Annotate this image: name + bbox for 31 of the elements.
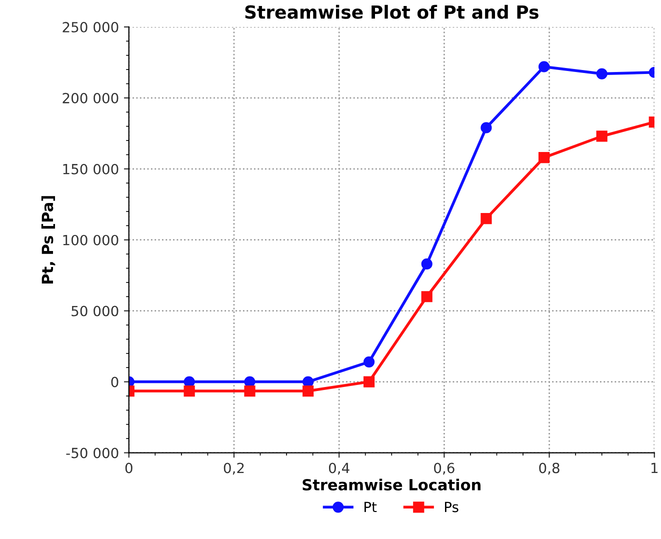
legend-label: Pt — [364, 502, 377, 512]
point — [421, 258, 432, 270]
point — [184, 385, 195, 397]
x-tick-label: 0,2 — [224, 462, 244, 475]
point — [363, 376, 375, 388]
y-tick-label: 250 000 — [62, 22, 118, 32]
y-tick-label: 200 000 — [62, 92, 118, 104]
chart-title: Streamwise Plot of Pt and Ps — [245, 4, 538, 19]
point — [596, 130, 608, 142]
point — [538, 61, 550, 72]
x-tick-label: 0,6 — [434, 462, 454, 475]
point — [596, 68, 608, 80]
y-tick-label: 100 000 — [63, 234, 118, 246]
y-tick-label: 150 000 — [63, 164, 118, 174]
x-axis-title: Streamwise Location — [302, 478, 480, 491]
point — [363, 356, 375, 368]
y-axis-title: Pt, Ps [Pa] — [41, 196, 56, 284]
y-tick-label: 0 — [111, 376, 118, 388]
x-tick-label: 1 — [651, 462, 658, 474]
point — [302, 385, 314, 397]
point — [480, 122, 492, 134]
point — [538, 152, 550, 164]
x-tick-label: 0,8 — [539, 462, 560, 475]
point — [421, 291, 432, 302]
point — [244, 385, 256, 397]
x-tick-label: 0,4 — [328, 462, 350, 475]
y-tick-label: -50 000 — [66, 448, 118, 458]
x-tick-label: 0 — [125, 462, 132, 474]
point — [480, 213, 492, 224]
legend-label: Ps — [445, 502, 458, 512]
y-tick-label: 50 000 — [72, 306, 118, 316]
